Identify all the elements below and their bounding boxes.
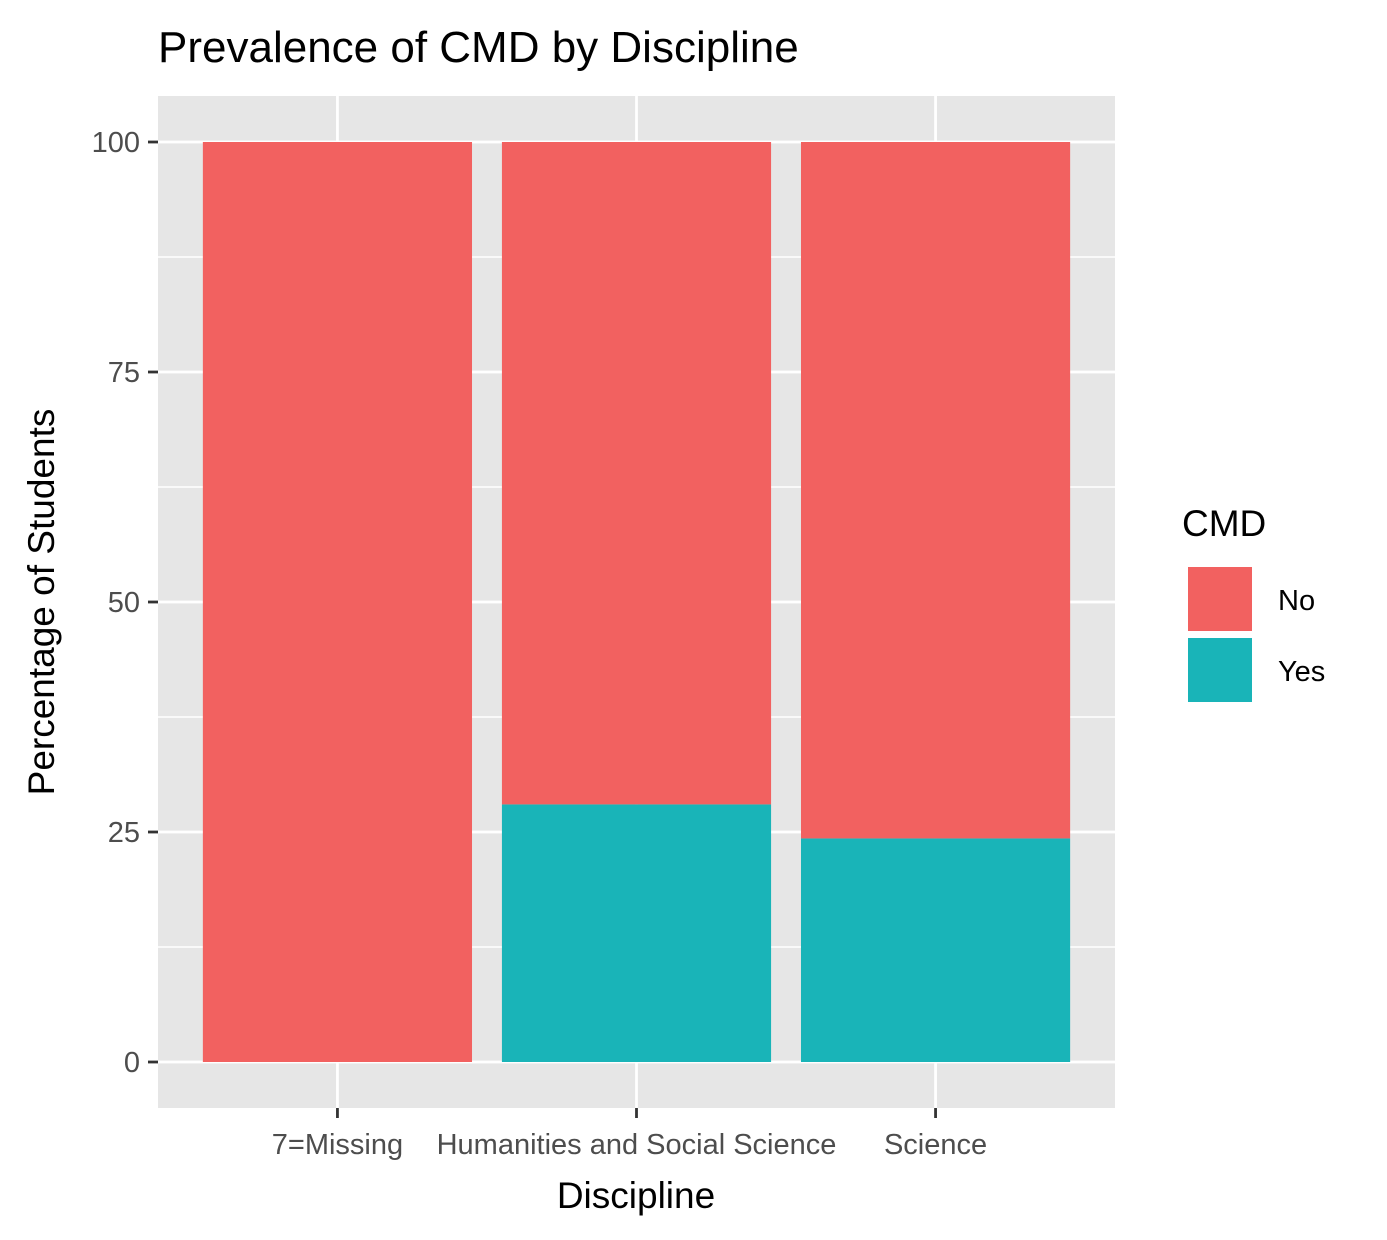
y-tick-label: 0 xyxy=(124,1047,140,1079)
bar-no-1 xyxy=(501,142,772,805)
legend-key-no xyxy=(1186,565,1254,633)
legend-label-yes: Yes xyxy=(1278,656,1325,688)
y-tick-label: 25 xyxy=(108,817,140,849)
chart-title: Prevalence of CMD by Discipline xyxy=(158,23,799,72)
y-tick-label: 100 xyxy=(92,127,140,159)
y-tick-label: 75 xyxy=(108,357,140,389)
x-tick-label: Humanities and Social Science xyxy=(437,1129,837,1161)
x-axis: 7=Missing Humanities and Social Science Sc… xyxy=(272,1108,987,1161)
y-axis-title: Percentage of Students xyxy=(21,409,62,796)
x-tick-label: Science xyxy=(884,1129,987,1161)
legend-label-no: No xyxy=(1278,585,1315,617)
bar-yes-1 xyxy=(501,804,772,1062)
bars xyxy=(202,142,1071,1062)
bar-no-2 xyxy=(800,142,1071,839)
x-tick-label: 7=Missing xyxy=(272,1129,403,1161)
y-axis: 0 25 50 75 100 xyxy=(92,127,158,1079)
bar-yes-2 xyxy=(800,838,1071,1062)
y-tick-label: 50 xyxy=(108,587,140,619)
legend-key-yes xyxy=(1186,636,1254,704)
x-axis-title: Discipline xyxy=(557,1175,715,1216)
legend-title: CMD xyxy=(1182,503,1266,544)
legend: CMD No Yes xyxy=(1182,503,1325,704)
bar-no-0 xyxy=(202,142,473,1062)
